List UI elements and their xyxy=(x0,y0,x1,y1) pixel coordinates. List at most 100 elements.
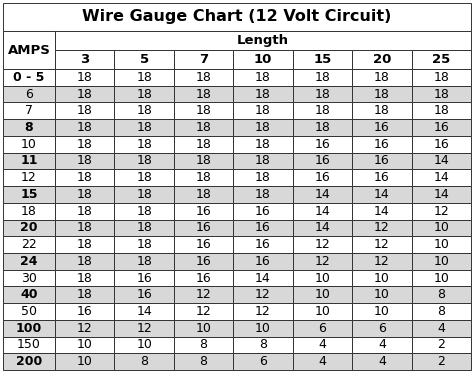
Text: 18: 18 xyxy=(77,221,92,234)
Bar xyxy=(293,86,352,103)
Bar xyxy=(3,353,55,370)
Bar xyxy=(352,320,411,336)
Bar xyxy=(114,186,174,203)
Bar xyxy=(3,103,55,119)
Bar xyxy=(293,69,352,86)
Text: 12: 12 xyxy=(77,322,92,335)
Text: 18: 18 xyxy=(255,71,271,84)
Bar xyxy=(293,286,352,303)
Bar xyxy=(114,336,174,353)
Text: 16: 16 xyxy=(136,272,152,285)
Text: 25: 25 xyxy=(432,53,450,66)
Text: 2: 2 xyxy=(438,355,445,368)
Bar xyxy=(352,253,411,270)
Bar xyxy=(3,270,55,286)
Text: 18: 18 xyxy=(21,205,37,217)
Text: 18: 18 xyxy=(314,121,330,134)
Text: 18: 18 xyxy=(374,104,390,117)
Text: 7: 7 xyxy=(199,53,208,66)
Text: 12: 12 xyxy=(196,305,211,318)
Text: 10: 10 xyxy=(77,355,92,368)
Bar xyxy=(174,50,233,69)
Text: 18: 18 xyxy=(255,121,271,134)
Text: 18: 18 xyxy=(196,188,211,201)
Bar xyxy=(352,136,411,153)
Bar xyxy=(352,353,411,370)
Text: 22: 22 xyxy=(21,238,37,251)
Bar xyxy=(293,320,352,336)
Text: 16: 16 xyxy=(433,138,449,151)
Text: 10: 10 xyxy=(314,305,330,318)
Text: 18: 18 xyxy=(77,238,92,251)
Text: 16: 16 xyxy=(374,171,390,184)
Text: 15: 15 xyxy=(20,188,38,201)
Bar xyxy=(114,69,174,86)
Bar xyxy=(352,286,411,303)
Bar xyxy=(293,353,352,370)
Bar xyxy=(174,286,233,303)
Text: 14: 14 xyxy=(433,188,449,201)
Bar xyxy=(3,3,471,31)
Text: 16: 16 xyxy=(374,138,390,151)
Text: 18: 18 xyxy=(77,121,92,134)
Bar xyxy=(352,186,411,203)
Text: 18: 18 xyxy=(255,88,271,101)
Bar xyxy=(233,303,293,320)
Text: 10: 10 xyxy=(433,238,449,251)
Bar xyxy=(233,169,293,186)
Bar xyxy=(55,169,114,186)
Text: 100: 100 xyxy=(16,322,42,335)
Text: 18: 18 xyxy=(374,88,390,101)
Text: 18: 18 xyxy=(77,205,92,217)
Bar xyxy=(411,236,471,253)
Bar xyxy=(411,336,471,353)
Bar xyxy=(233,270,293,286)
Text: 10: 10 xyxy=(314,272,330,285)
Bar xyxy=(293,169,352,186)
Bar xyxy=(3,31,55,69)
Text: 16: 16 xyxy=(196,255,211,268)
Text: 50: 50 xyxy=(21,305,37,318)
Text: 10: 10 xyxy=(374,272,390,285)
Text: 16: 16 xyxy=(374,121,390,134)
Text: 14: 14 xyxy=(374,188,390,201)
Bar xyxy=(174,186,233,203)
Bar xyxy=(411,219,471,236)
Text: 18: 18 xyxy=(433,71,449,84)
Text: 10: 10 xyxy=(21,138,37,151)
Text: 24: 24 xyxy=(20,255,38,268)
Text: 18: 18 xyxy=(136,238,152,251)
Text: 15: 15 xyxy=(313,53,331,66)
Text: 16: 16 xyxy=(196,221,211,234)
Text: 4: 4 xyxy=(319,355,327,368)
Bar xyxy=(114,169,174,186)
Bar xyxy=(174,69,233,86)
Text: 18: 18 xyxy=(77,272,92,285)
Text: AMPS: AMPS xyxy=(8,44,50,56)
Bar xyxy=(114,353,174,370)
Text: 40: 40 xyxy=(20,288,38,301)
Bar xyxy=(114,136,174,153)
Bar xyxy=(411,320,471,336)
Bar xyxy=(352,270,411,286)
Bar xyxy=(3,320,55,336)
Text: 16: 16 xyxy=(374,154,390,167)
Text: 12: 12 xyxy=(374,255,390,268)
Bar xyxy=(3,203,55,219)
Text: 18: 18 xyxy=(196,121,211,134)
Text: 18: 18 xyxy=(77,154,92,167)
Text: 16: 16 xyxy=(77,305,92,318)
Text: 18: 18 xyxy=(255,104,271,117)
Text: 18: 18 xyxy=(136,154,152,167)
Text: 6: 6 xyxy=(25,88,33,101)
Bar xyxy=(174,303,233,320)
Text: Length: Length xyxy=(237,34,289,47)
Bar xyxy=(174,153,233,169)
Text: 18: 18 xyxy=(314,71,330,84)
Text: 16: 16 xyxy=(255,238,271,251)
Text: 10: 10 xyxy=(433,221,449,234)
Text: 18: 18 xyxy=(196,88,211,101)
Text: 6: 6 xyxy=(259,355,267,368)
Text: 16: 16 xyxy=(315,171,330,184)
Bar xyxy=(114,236,174,253)
